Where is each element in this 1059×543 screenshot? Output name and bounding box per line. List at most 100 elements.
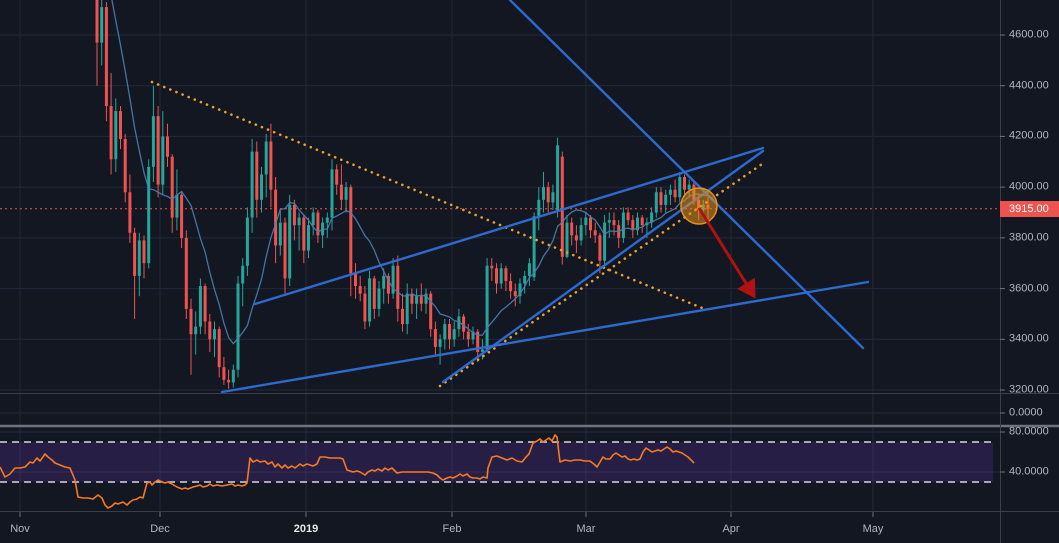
candle-body — [574, 235, 578, 241]
candle-body — [499, 268, 503, 284]
candle-body — [452, 329, 456, 340]
rising-wedge-lower-trendline[interactable] — [441, 149, 765, 384]
candle-body — [650, 212, 654, 223]
candle-body — [354, 273, 357, 287]
candle-body — [100, 7, 104, 43]
candle-body — [579, 225, 583, 241]
time-axis-label-may: May — [862, 523, 884, 535]
rsi-axis-label: 80.0000 — [1009, 425, 1049, 438]
candle-body — [250, 151, 254, 218]
candle-body — [133, 232, 137, 276]
candle-body — [339, 184, 343, 200]
candle-body — [546, 187, 550, 203]
candle-body — [527, 263, 531, 276]
price-axis-label: 4000.00 — [1009, 180, 1049, 193]
candles-layer — [95, 0, 710, 389]
candle-body — [175, 194, 179, 218]
candle-body — [542, 187, 545, 200]
candle-body — [119, 111, 122, 139]
candle-body — [368, 278, 372, 322]
time-axis-label-2019: 2019 — [293, 523, 319, 535]
candle-body — [612, 220, 616, 226]
candle-body — [156, 116, 160, 185]
candle-body — [607, 220, 611, 223]
candle-body — [429, 293, 433, 330]
candle-body — [203, 286, 207, 322]
candle-body — [654, 192, 658, 213]
long-support-trendline[interactable] — [220, 280, 870, 394]
price-axis-label: 3200.00 — [1009, 383, 1049, 396]
candle-body — [302, 217, 306, 251]
candle-body — [109, 106, 113, 160]
price-axis-label: 3800.00 — [1009, 231, 1049, 244]
candle-body — [438, 339, 442, 347]
projection-arrow[interactable] — [697, 207, 756, 299]
candle-body — [551, 192, 555, 203]
candle-body — [264, 141, 268, 175]
rsi-band — [0, 442, 993, 482]
candle-body — [448, 324, 451, 340]
candle-body — [292, 204, 296, 226]
candle-body — [330, 169, 334, 218]
candle-body — [556, 145, 560, 210]
candle-body — [405, 293, 409, 325]
candle-body — [372, 278, 376, 309]
candle-body — [640, 217, 644, 226]
candle-body — [480, 349, 484, 352]
candle-body — [570, 222, 574, 236]
candle-body — [386, 275, 390, 294]
candle-body — [128, 192, 132, 233]
rsi-line — [0, 434, 695, 509]
candle-body — [532, 216, 536, 278]
descending-resistance-trendline[interactable] — [508, 0, 865, 350]
candle-body — [274, 189, 278, 246]
price-axis-label: 4200.00 — [1009, 129, 1049, 142]
highlight-circle[interactable] — [680, 187, 718, 225]
time-axis-label-feb: Feb — [442, 523, 462, 535]
candle-body — [509, 280, 513, 292]
candle-body — [288, 204, 292, 279]
candle-body — [443, 324, 447, 340]
candle-body — [283, 222, 287, 279]
candle-body — [419, 296, 423, 304]
candle-body — [297, 217, 301, 226]
candle-body — [683, 177, 686, 190]
candle-body — [565, 222, 569, 257]
candle-body — [457, 316, 461, 330]
candle-body — [401, 308, 404, 325]
time-axis-label-nov: Nov — [10, 523, 30, 535]
candle-body — [584, 217, 588, 226]
candle-body — [687, 184, 691, 190]
candle-body — [137, 240, 141, 276]
candle-body — [208, 321, 212, 340]
candle-body — [170, 156, 174, 218]
candle-body — [95, 0, 99, 43]
candle-body — [213, 329, 216, 340]
candle-body — [260, 174, 263, 200]
moving-average-line — [111, 0, 709, 345]
candle-body — [490, 265, 494, 269]
candle-body — [636, 217, 639, 231]
descending-dotted-trendline[interactable] — [150, 80, 709, 312]
candle-body — [462, 316, 466, 332]
candle-body — [621, 212, 625, 238]
candle-body — [311, 212, 315, 226]
last-price-label: 3915.00 — [1000, 201, 1059, 217]
candle-body — [523, 275, 527, 284]
candle-body — [161, 136, 165, 185]
candle-body — [227, 379, 231, 383]
candle-body — [476, 331, 480, 352]
candle-body — [410, 293, 414, 304]
candle-body — [236, 283, 240, 370]
candle-body — [495, 268, 498, 284]
rising-wedge-upper-trendline[interactable] — [253, 146, 765, 306]
candle-body — [396, 265, 400, 309]
price-axis-label: 3600.00 — [1009, 282, 1049, 295]
candle-body — [222, 367, 226, 380]
rsi-axis-label: 40.0000 — [1009, 465, 1049, 478]
indicator-zero-label: 0.0000 — [1009, 406, 1043, 419]
candle-body — [189, 308, 193, 335]
candle-body — [659, 192, 663, 205]
